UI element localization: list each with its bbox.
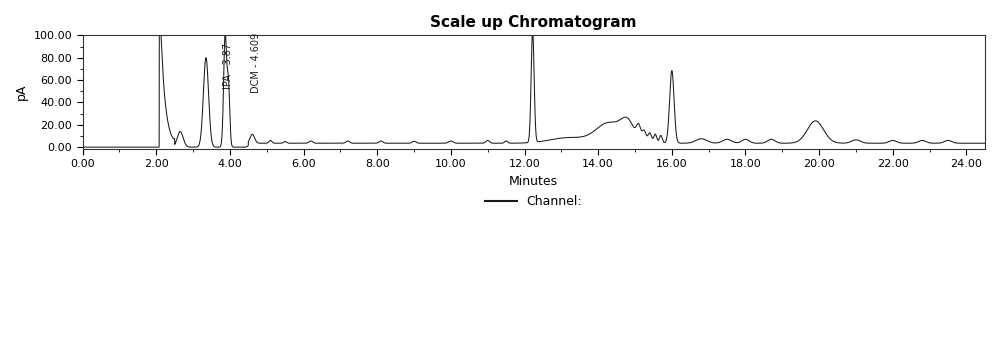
Text: IPA - 3.87: IPA - 3.87 (223, 43, 233, 89)
Text: DCM - 4.609: DCM - 4.609 (251, 33, 261, 94)
Legend: Channel:: Channel: (480, 190, 587, 213)
Y-axis label: pA: pA (15, 84, 28, 100)
X-axis label: Minutes: Minutes (509, 175, 558, 188)
Title: Scale up Chromatogram: Scale up Chromatogram (430, 15, 637, 30)
